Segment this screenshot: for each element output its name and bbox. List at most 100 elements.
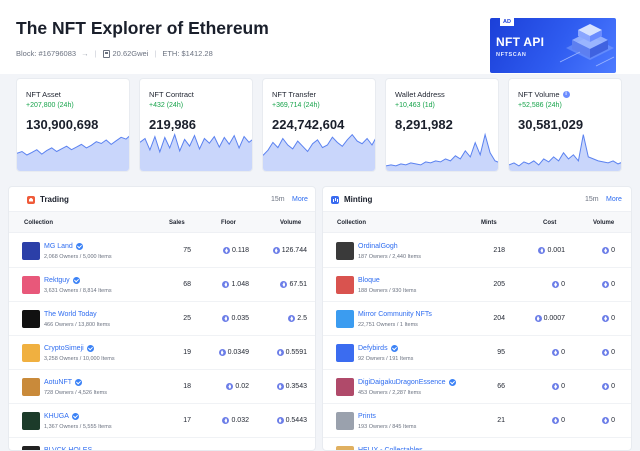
divider: |: [154, 49, 157, 58]
collection-name[interactable]: Mirror Community NFTs: [358, 311, 432, 318]
collection-thumbnail[interactable]: [336, 310, 354, 328]
collection-name[interactable]: HELIX - Collectables: [358, 447, 423, 450]
collection-thumbnail[interactable]: [22, 310, 40, 328]
volume-value-text: 0.3543: [285, 383, 307, 390]
eth-icon: [222, 315, 230, 322]
collection-thumbnail[interactable]: [22, 378, 40, 396]
collection-name[interactable]: DigiDaigakuDragonEssence: [358, 379, 456, 386]
table-row[interactable]: BLVCK HOLES: [9, 438, 315, 451]
mints-value-text: 218: [493, 247, 505, 254]
table-row[interactable]: MG Land 2,068 Owners / 5,000 Items 75 0.118…: [9, 234, 315, 268]
floor-value-text: 0.035: [231, 315, 249, 322]
eth-icon: [276, 417, 284, 424]
table-row[interactable]: Defybirds 92 Owners / 191 Items 95 0 0: [323, 336, 631, 370]
collection-stats: 728 Owners / 4,526 Items: [44, 390, 107, 396]
table-row[interactable]: DigiDaigakuDragonEssence 453 Owners / 2,2…: [323, 370, 631, 404]
collection-thumbnail[interactable]: [336, 412, 354, 430]
sparkline-line: [386, 132, 498, 167]
collection-thumbnail[interactable]: [336, 446, 354, 450]
collection-name[interactable]: Defybirds: [358, 345, 398, 352]
sparkline-line: [17, 135, 129, 156]
collection-name[interactable]: OrdinalGogh: [358, 243, 398, 250]
column-header-collection: Collection: [24, 220, 54, 226]
sales-value-text: 17: [183, 417, 191, 424]
sales-value-text: 19: [183, 349, 191, 356]
collection-name[interactable]: CryptoSimeji: [44, 345, 94, 352]
stat-change: +369,714 (24h): [272, 102, 320, 109]
table-row[interactable]: The World Today 466 Owners / 13,800 Items…: [9, 302, 315, 336]
collection-name[interactable]: BLVCK HOLES: [44, 447, 93, 451]
volume-value: 0: [602, 417, 615, 424]
collection-thumbnail[interactable]: [336, 344, 354, 362]
eth-icon: [280, 281, 288, 288]
collection-thumbnail[interactable]: [22, 446, 40, 450]
column-header-floor[interactable]: Floor: [221, 220, 236, 226]
table-row[interactable]: Mirror Community NFTs 22,751 Owners / 1 I…: [323, 302, 631, 336]
sparkline-area: [509, 134, 621, 171]
more-link[interactable]: More: [292, 196, 308, 203]
eth-icon: [538, 247, 546, 254]
period-selector[interactable]: 15m: [585, 196, 599, 203]
eth-icon: [602, 315, 610, 322]
column-header-sales[interactable]: Sales: [169, 220, 185, 226]
collection-thumbnail[interactable]: [336, 276, 354, 294]
panel-title: Trading: [27, 195, 69, 204]
block-number[interactable]: Block: #16796083: [16, 49, 77, 58]
table-row[interactable]: Prints 193 Owners / 845 Items 21 0 0: [323, 404, 631, 438]
sparkline-area: [17, 136, 129, 171]
arrow-right-icon: →: [81, 49, 89, 58]
stat-card-nft-transfer[interactable]: NFT Transfer +369,714 (24h) 224,742,604: [262, 78, 376, 172]
stat-value: 219,986: [149, 117, 196, 132]
stat-card-wallet-address[interactable]: Wallet Address +10,463 (1d) 8,291,982: [385, 78, 499, 172]
ad-banner[interactable]: AD NFT API NFTSCAN: [490, 18, 616, 73]
table-header: Collection Mints Cost Volume: [323, 211, 631, 233]
period-selector[interactable]: 15m: [271, 196, 285, 203]
collection-name[interactable]: Bloque: [358, 277, 380, 284]
collection-thumbnail[interactable]: [336, 242, 354, 260]
collection-name-text: BLVCK HOLES: [44, 447, 93, 451]
eth-icon: [272, 247, 280, 254]
table-row[interactable]: KHUGA 1,367 Owners / 5,555 Items 17 0.032 0.…: [9, 404, 315, 438]
collection-stats: 92 Owners / 191 Items: [358, 356, 414, 362]
collection-name[interactable]: KHUGA: [44, 413, 79, 420]
column-header-volume[interactable]: Volume: [280, 220, 302, 226]
stat-label: NFT Volume i: [518, 90, 570, 99]
collection-thumbnail[interactable]: [336, 378, 354, 396]
table-header: Collection Sales Floor Volume: [9, 211, 315, 233]
collection-name[interactable]: Rektguy: [44, 277, 80, 284]
column-header-cost[interactable]: Cost: [543, 220, 557, 226]
eth-icon: [223, 247, 230, 254]
collection-name[interactable]: Prints: [358, 413, 376, 420]
collection-name[interactable]: MG Land: [44, 243, 83, 250]
column-header-volume[interactable]: Volume: [593, 220, 615, 226]
minting-panel: Minting 15m More Collection Mints Cost V…: [322, 186, 632, 451]
collection-name[interactable]: AotuNFT: [44, 379, 83, 386]
stat-change: +432 (24h): [149, 102, 184, 109]
table-row[interactable]: Bloque 188 Owners / 930 Items 205 0 0: [323, 268, 631, 302]
page-title: The NFT Explorer of Ethereum: [16, 18, 269, 38]
table-row[interactable]: HELIX - Collectables: [323, 438, 631, 450]
collection-stats: 187 Owners / 2,440 Items: [358, 254, 421, 260]
collection-thumbnail[interactable]: [22, 344, 40, 362]
collection-name[interactable]: The World Today: [44, 311, 97, 318]
cost-value: 0: [552, 349, 565, 356]
eth-icon: [226, 383, 234, 390]
floor-value: 0.118: [223, 247, 249, 254]
table-row[interactable]: CryptoSimeji 3,258 Owners / 10,000 Items 1…: [9, 336, 315, 370]
table-row[interactable]: AotuNFT 728 Owners / 4,526 Items 18 0.02 0.3…: [9, 370, 315, 404]
stat-card-nft-asset[interactable]: NFT Asset +207,800 (24h) 130,900,698: [16, 78, 130, 172]
stat-card-nft-contract[interactable]: NFT Contract +432 (24h) 219,986: [139, 78, 253, 172]
collection-thumbnail[interactable]: [22, 276, 40, 294]
column-header-mints[interactable]: Mints: [481, 220, 497, 226]
volume-value-text: 0: [611, 281, 615, 288]
table-row[interactable]: OrdinalGogh 187 Owners / 2,440 Items 218 0.…: [323, 234, 631, 268]
eth-price: ETH: $1412.28: [162, 49, 213, 58]
table-row[interactable]: Rektguy 3,631 Owners / 8,814 Items 68 1.048…: [9, 268, 315, 302]
info-icon[interactable]: i: [562, 91, 570, 98]
collection-thumbnail[interactable]: [22, 412, 40, 430]
more-link[interactable]: More: [606, 196, 622, 203]
collection-stats: 188 Owners / 930 Items: [358, 288, 417, 294]
floor-value: 0.035: [222, 315, 249, 322]
stat-card-nft-volume[interactable]: NFT Volume i +52,586 (24h) 30,581,029: [508, 78, 622, 172]
collection-thumbnail[interactable]: [22, 242, 40, 260]
